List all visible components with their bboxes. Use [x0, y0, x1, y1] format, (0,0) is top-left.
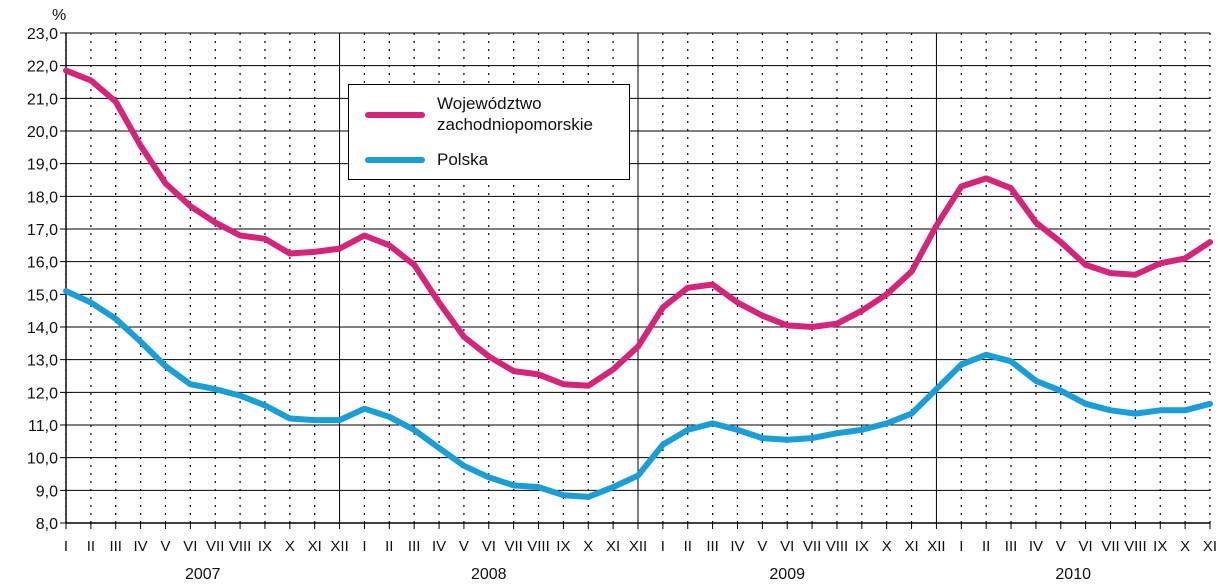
x-tick-label: III [109, 538, 122, 555]
x-tick-label: III [1005, 538, 1018, 555]
x-tick-label: I [661, 538, 665, 555]
x-tick-label: II [684, 538, 692, 555]
x-tick-label: IV [432, 538, 446, 555]
y-tick-label: 22,0 [27, 59, 58, 76]
x-tick-label: I [362, 538, 366, 555]
x-tick-label: XII [629, 538, 647, 555]
x-tick-label: VI [780, 538, 794, 555]
x-tick-label: VI [482, 538, 496, 555]
legend-label-zachodniopomorskie-line1: Województwo [437, 94, 542, 113]
y-tick-label: 12,0 [27, 385, 58, 402]
y-tick-label: 20,0 [27, 124, 58, 141]
x-tick-label: VII [1101, 538, 1119, 555]
x-tick-label: IX [258, 538, 272, 555]
x-tick-label: VIII [826, 538, 849, 555]
x-tick-label: II [982, 538, 990, 555]
x-tick-label: X [882, 538, 892, 555]
x-tick-label: XII [927, 538, 945, 555]
x-tick-label: VIII [229, 538, 252, 555]
year-label: 2007 [185, 566, 221, 583]
x-tick-label: VIII [527, 538, 550, 555]
legend-swatch-polska [365, 157, 425, 163]
x-tick-label: IV [1029, 538, 1043, 555]
chart-legend: Województwo zachodniopomorskie Polska [348, 84, 630, 180]
x-tick-label: I [959, 538, 963, 555]
y-tick-label: 19,0 [27, 157, 58, 174]
x-tick-label: IX [556, 538, 570, 555]
x-tick-label: VII [803, 538, 821, 555]
x-tick-label: XII [330, 538, 348, 555]
y-tick-label: 11,0 [28, 418, 58, 435]
year-label: 2009 [769, 566, 805, 583]
x-tick-label: X [285, 538, 295, 555]
y-tick-label: 10,0 [27, 451, 58, 468]
x-tick-label: II [385, 538, 393, 555]
x-tick-label: I [64, 538, 68, 555]
x-tick-label: X [583, 538, 593, 555]
x-tick-label: III [408, 538, 421, 555]
x-tick-label: II [87, 538, 95, 555]
year-label: 2008 [471, 566, 507, 583]
x-tick-label: X [1180, 538, 1190, 555]
series-line-polska [63, 288, 1213, 500]
x-tick-label: VI [183, 538, 197, 555]
x-tick-label: VIII [1124, 538, 1147, 555]
x-tick-label: V [459, 538, 469, 555]
x-tick-label: XI [308, 538, 322, 555]
y-tick-label: 9,0 [36, 483, 58, 500]
year-label: 2010 [1055, 566, 1091, 583]
y-axis-unit: % [52, 7, 66, 24]
x-tick-label: VI [1079, 538, 1093, 555]
x-tick-label: IV [134, 538, 148, 555]
y-tick-label: 15,0 [27, 287, 58, 304]
y-tick-label: 18,0 [27, 189, 58, 206]
legend-label-polska: Polska [437, 150, 489, 169]
y-tick-label: 23,0 [27, 26, 58, 43]
y-tick-label: 21,0 [27, 91, 58, 108]
x-tick-label: IX [1153, 538, 1167, 555]
x-tick-label: V [160, 538, 170, 555]
x-tick-label: XI [606, 538, 620, 555]
legend-label-zachodniopomorskie-line2: zachodniopomorskie [437, 115, 593, 134]
x-tick-label: XI [1203, 538, 1217, 555]
y-tick-label: 14,0 [27, 320, 58, 337]
x-tick-label: IX [855, 538, 869, 555]
y-tick-label: 8,0 [36, 516, 58, 533]
x-tick-label: VII [504, 538, 522, 555]
x-tick-label: V [757, 538, 767, 555]
y-tick-label: 17,0 [27, 222, 58, 239]
series-line-zachodniopomorskie [63, 67, 1213, 389]
y-tick-label: 13,0 [27, 353, 58, 370]
x-tick-label: IV [730, 538, 744, 555]
x-tick-label: III [706, 538, 719, 555]
x-tick-label: VII [206, 538, 224, 555]
legend-swatch-zachodniopomorskie [365, 112, 425, 118]
x-tick-label: XI [904, 538, 918, 555]
x-tick-label: V [1056, 538, 1066, 555]
y-tick-label: 16,0 [27, 255, 58, 272]
